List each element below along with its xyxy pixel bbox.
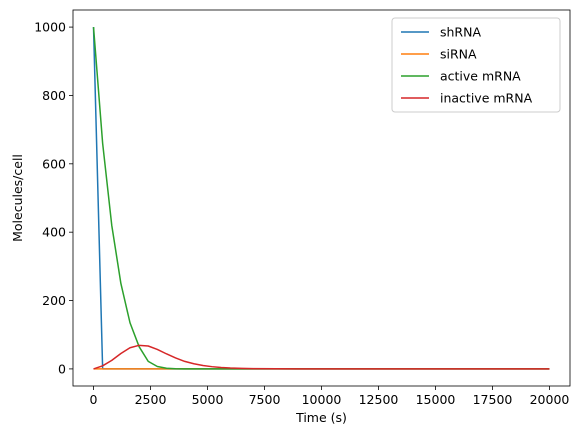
x-tick-label: 17500 xyxy=(473,392,513,407)
axes-layer: 0 2500 5000 7500 10000 12500 15000 17500 20000 0 2… xyxy=(34,9,571,407)
legend-label-2: active mRNA xyxy=(440,69,521,84)
x-axis-label: Time (s) xyxy=(295,410,347,425)
legend: shRNA siRNA active mRNA inactive mRNA xyxy=(391,17,561,113)
x-tick-label: 7500 xyxy=(249,392,281,407)
y-tick-label: 0 xyxy=(58,361,66,376)
y-tick-label: 1000 xyxy=(34,20,66,35)
legend-label-3: inactive mRNA xyxy=(440,91,533,106)
legend-box xyxy=(391,17,561,113)
series-layer xyxy=(92,27,550,370)
x-tick-label: 2500 xyxy=(135,392,167,407)
y-axis-label: Molecules/cell xyxy=(10,154,25,242)
y-tick-label: 200 xyxy=(42,293,66,308)
series-line-3 xyxy=(93,344,550,370)
x-tick-label: 10000 xyxy=(302,392,342,407)
x-tick-label: 15000 xyxy=(416,392,456,407)
legend-label-1: siRNA xyxy=(440,47,477,62)
legend-label-0: shRNA xyxy=(440,25,481,40)
y-tick-label: 400 xyxy=(42,225,66,240)
x-tick-label: 5000 xyxy=(192,392,224,407)
x-tick-label: 12500 xyxy=(359,392,399,407)
x-tick-label: 0 xyxy=(90,392,98,407)
x-tick-label: 20000 xyxy=(530,392,570,407)
y-tick-label: 800 xyxy=(42,88,66,103)
y-tick-label: 600 xyxy=(42,156,66,171)
